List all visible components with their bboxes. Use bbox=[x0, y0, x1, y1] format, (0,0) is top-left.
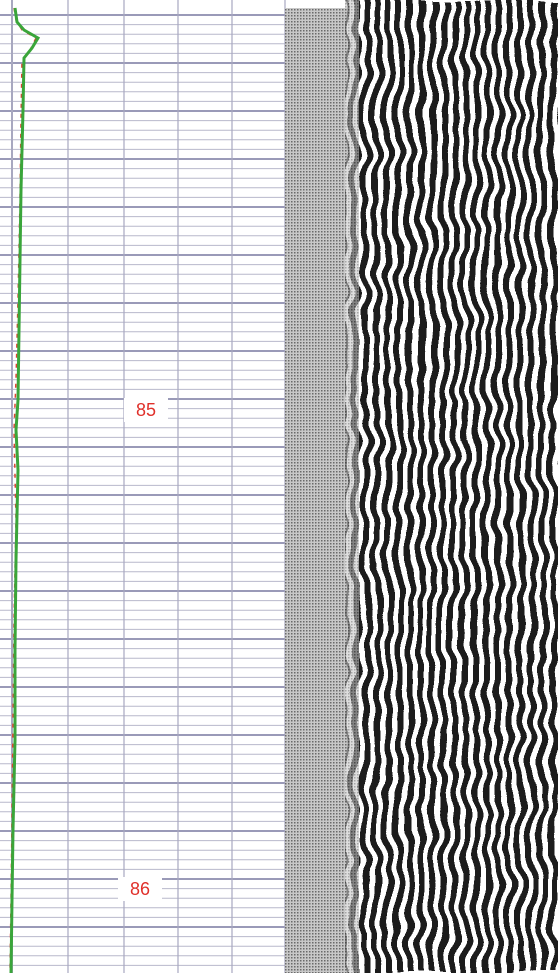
depth-label-85: 85 bbox=[124, 398, 168, 422]
depth-label: 85 bbox=[136, 400, 156, 420]
depth-label: 86 bbox=[130, 879, 150, 899]
grid bbox=[0, 0, 286, 973]
curve-green bbox=[9, 7, 41, 973]
waveform-track bbox=[345, 0, 558, 973]
depth-label-86: 86 bbox=[118, 877, 162, 901]
waveform-edge bbox=[345, 0, 359, 973]
